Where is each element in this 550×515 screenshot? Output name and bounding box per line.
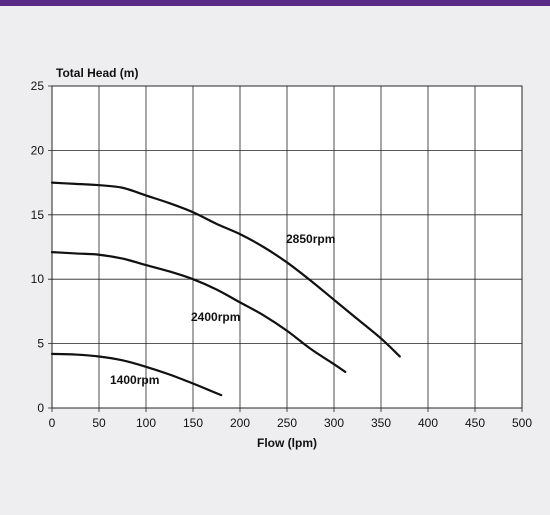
y-tick-label: 10 <box>31 272 45 286</box>
x-tick-label: 100 <box>136 416 156 430</box>
pump-curves <box>50 181 401 397</box>
x-tick-label: 450 <box>465 416 485 430</box>
y-tick-label: 5 <box>37 337 44 351</box>
curve-label-1400rpm: 1400rpm <box>110 373 159 387</box>
y-tick-label: 0 <box>37 401 44 415</box>
grid-lines <box>48 85 523 412</box>
x-tick-label: 200 <box>230 416 250 430</box>
plot-frame <box>51 85 523 409</box>
x-tick-label: 400 <box>418 416 438 430</box>
y-tick-label: 15 <box>31 208 45 222</box>
curve-label-2850rpm: 2850rpm <box>286 232 335 246</box>
curve-2850rpm <box>50 181 401 358</box>
y-tick-label: 20 <box>31 143 45 157</box>
curve-1400rpm <box>50 352 223 397</box>
curve-2400rpm <box>50 251 347 374</box>
y-tick-labels: 0 5 10 15 20 25 <box>31 79 45 415</box>
curve-label-2400rpm: 2400rpm <box>191 310 240 324</box>
header-bar <box>0 0 550 6</box>
x-tick-label: 350 <box>371 416 391 430</box>
y-tick-label: 25 <box>31 79 45 93</box>
x-tick-label: 50 <box>92 416 106 430</box>
x-tick-label: 500 <box>512 416 532 430</box>
x-tick-labels: 0 50 100 150 200 250 300 350 400 450 500 <box>49 416 533 430</box>
x-tick-label: 0 <box>49 416 56 430</box>
x-axis-title: Flow (lpm) <box>257 436 317 450</box>
curve-labels: 2850rpm 2400rpm 1400rpm <box>110 232 335 387</box>
x-tick-label: 300 <box>324 416 344 430</box>
x-tick-label: 250 <box>277 416 297 430</box>
x-tick-label: 150 <box>183 416 203 430</box>
y-axis-title: Total Head (m) <box>56 66 138 80</box>
